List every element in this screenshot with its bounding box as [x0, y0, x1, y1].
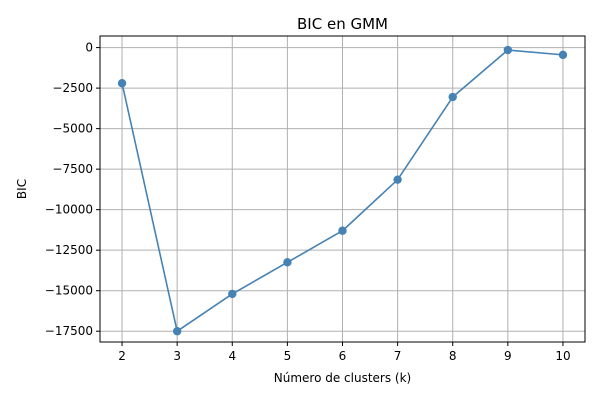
x-tick-label: 2	[118, 349, 126, 363]
y-tick-label: 0	[85, 41, 93, 55]
data-point-k8	[448, 92, 457, 102]
y-axis-label: BIC	[15, 179, 29, 199]
y-tick-label: −15000	[45, 284, 93, 298]
y-tick-label: −7500	[52, 162, 93, 176]
x-tick-label: 3	[173, 349, 181, 363]
y-axis-ticks: 0 −2500 −5000 −7500 −10000 −12500 −15000 −17500	[45, 41, 100, 338]
y-tick-label: −2500	[52, 81, 93, 95]
data-point-k5	[283, 258, 292, 267]
series-layer	[117, 45, 568, 336]
data-point-k10	[558, 50, 568, 60]
grid-layer	[100, 36, 585, 342]
data-point-k7	[393, 175, 402, 184]
x-tick-label: 7	[394, 349, 402, 363]
data-point-k6	[338, 226, 347, 235]
x-tick-label: 6	[339, 349, 347, 363]
x-tick-label: 5	[284, 349, 292, 363]
y-tick-label: −5000	[52, 122, 93, 136]
y-tick-label: −12500	[45, 243, 93, 257]
x-tick-label: 4	[228, 349, 236, 363]
x-tick-label: 8	[449, 349, 457, 363]
x-tick-label: 9	[504, 349, 512, 363]
data-point-k2	[117, 79, 127, 88]
x-axis-label: Número de clusters (k)	[274, 371, 411, 385]
y-tick-label: −17500	[45, 324, 93, 338]
x-tick-label: 10	[555, 349, 570, 363]
y-tick-label: −10000	[45, 203, 93, 217]
data-point-k9	[503, 45, 513, 55]
data-point-k3	[172, 327, 182, 336]
chart-title: BIC en GMM	[297, 15, 388, 33]
data-point-k4	[228, 289, 237, 299]
x-axis-ticks: 2 3 4 5 6 7 8 9 10	[118, 342, 571, 363]
